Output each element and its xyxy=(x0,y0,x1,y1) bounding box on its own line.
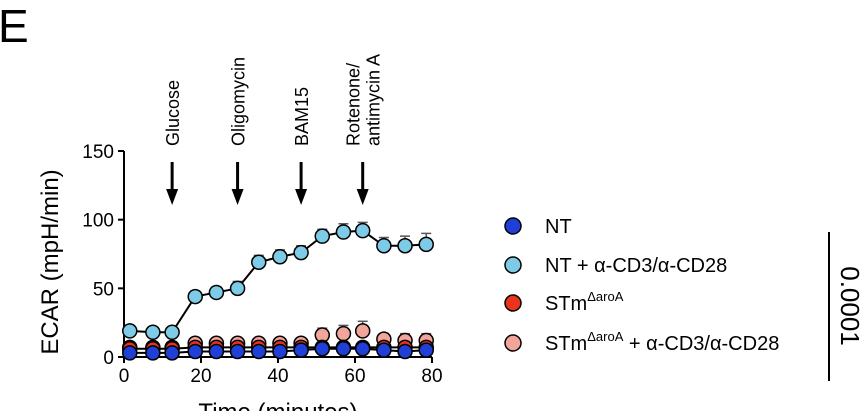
significance-bracket: 0.0001 xyxy=(828,232,861,381)
data-point xyxy=(354,341,371,357)
injection-label: Glucose xyxy=(163,80,183,146)
x-tick-label: 20 xyxy=(190,366,211,387)
legend-item: STmΔaroA + α-CD3/α-CD28 xyxy=(504,329,779,355)
data-point xyxy=(335,341,352,357)
legend-item: STmΔaroA xyxy=(504,289,624,315)
injection-label: BAM15 xyxy=(292,87,312,146)
legend-label-suffix: + α-CD3/α-CD28 xyxy=(623,333,779,355)
data-point xyxy=(335,224,352,240)
data-point xyxy=(354,323,371,339)
y-tick-label: 100 xyxy=(82,211,114,232)
down-arrow-icon xyxy=(231,189,244,205)
legend-item: NT + α-CD3/α-CD28 xyxy=(504,255,727,277)
p-value-label: 0.0001 xyxy=(835,266,861,346)
down-arrow-icon xyxy=(295,189,308,205)
x-tick-label: 80 xyxy=(421,366,442,387)
injection-annotations: Glucose Oligomycin BAM15 Rotenone/antimycin… xyxy=(163,54,384,205)
down-arrow-icon xyxy=(166,189,179,205)
legend-label-superscript: ΔaroA xyxy=(587,329,623,344)
data-point xyxy=(314,341,331,357)
legend-label: NT + α-CD3/α-CD28 xyxy=(545,255,727,277)
data-point xyxy=(418,342,434,358)
data-point xyxy=(187,288,203,305)
series-1 xyxy=(122,221,434,341)
data-point xyxy=(418,236,434,253)
injection-label: Rotenone/ xyxy=(344,63,364,146)
data-point xyxy=(354,222,371,239)
legend-marker xyxy=(504,334,522,352)
data-point xyxy=(293,342,309,358)
x-tick-label: 60 xyxy=(344,366,365,387)
data-point xyxy=(293,244,309,261)
injection-marker: BAM15 xyxy=(292,87,312,205)
data-point xyxy=(272,343,288,360)
x-axis-title: Time (minutes) xyxy=(198,399,357,411)
legend-marker xyxy=(504,294,522,312)
data-point xyxy=(229,280,246,297)
data-point xyxy=(229,343,246,360)
data-point xyxy=(272,248,288,265)
x-tick-label: 40 xyxy=(267,366,288,387)
legend-label-superscript: ΔaroA xyxy=(587,289,623,304)
legend-item: NT xyxy=(504,216,572,238)
panel-letter: E xyxy=(0,0,29,52)
data-point xyxy=(187,343,203,360)
injection-label: Oligomycin xyxy=(229,57,249,146)
legend: NT NT + α-CD3/α-CD28 STmΔaroA STmΔaroA + α-… xyxy=(504,216,779,355)
data-point xyxy=(208,284,225,301)
y-tick-label: 50 xyxy=(93,279,114,300)
injection-marker: Oligomycin xyxy=(229,57,249,205)
axis-ticks: 0 20 40 60 80 0 50 100 150 xyxy=(82,142,442,387)
legend-label: NT xyxy=(545,216,572,238)
injection-marker: Rotenone/antimycin A xyxy=(344,54,384,205)
data-point xyxy=(122,345,138,361)
injection-label: antimycin A xyxy=(364,54,384,146)
legend-label: STmΔaroA + α-CD3/α-CD28 xyxy=(545,329,779,355)
legend-label: STmΔaroA xyxy=(545,289,624,315)
x-tick-label: 0 xyxy=(119,366,130,387)
y-axis-title: ECAR (mpH/min) xyxy=(37,169,64,354)
data-point xyxy=(164,345,180,361)
down-arrow-icon xyxy=(356,189,369,205)
data-point xyxy=(376,238,392,254)
data-point xyxy=(208,343,225,360)
data-point xyxy=(251,254,267,270)
data-point xyxy=(335,325,352,342)
legend-marker xyxy=(504,217,522,235)
data-point xyxy=(397,238,413,254)
data-point xyxy=(397,343,413,360)
series-0 xyxy=(122,341,434,361)
data-point xyxy=(145,345,161,361)
data-point xyxy=(314,228,331,244)
data-series xyxy=(122,221,434,361)
y-tick-label: 0 xyxy=(103,348,114,369)
data-point xyxy=(376,342,392,358)
data-point xyxy=(164,324,180,341)
injection-marker: Glucose xyxy=(163,80,183,205)
data-point xyxy=(251,343,267,360)
data-point xyxy=(145,324,161,341)
y-tick-label: 150 xyxy=(82,142,114,163)
data-point xyxy=(122,323,138,339)
legend-marker xyxy=(504,256,522,274)
